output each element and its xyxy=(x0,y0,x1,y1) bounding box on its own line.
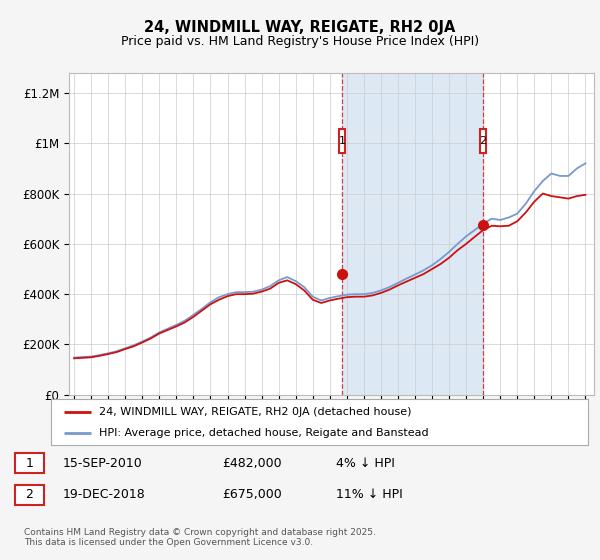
Text: Price paid vs. HM Land Registry's House Price Index (HPI): Price paid vs. HM Land Registry's House … xyxy=(121,35,479,48)
Text: £482,000: £482,000 xyxy=(222,456,281,470)
Text: HPI: Average price, detached house, Reigate and Banstead: HPI: Average price, detached house, Reig… xyxy=(100,428,429,438)
Text: £675,000: £675,000 xyxy=(222,488,282,501)
Text: 19-DEC-2018: 19-DEC-2018 xyxy=(63,488,146,501)
FancyBboxPatch shape xyxy=(15,485,44,505)
Text: 1: 1 xyxy=(338,136,346,146)
FancyBboxPatch shape xyxy=(339,129,345,153)
Text: 4% ↓ HPI: 4% ↓ HPI xyxy=(336,456,395,470)
Text: 11% ↓ HPI: 11% ↓ HPI xyxy=(336,488,403,501)
FancyBboxPatch shape xyxy=(480,129,485,153)
Text: Contains HM Land Registry data © Crown copyright and database right 2025.
This d: Contains HM Land Registry data © Crown c… xyxy=(24,528,376,547)
Bar xyxy=(342,73,482,395)
Text: 2: 2 xyxy=(479,136,486,146)
Text: 24, WINDMILL WAY, REIGATE, RH2 0JA: 24, WINDMILL WAY, REIGATE, RH2 0JA xyxy=(145,20,455,35)
Text: 15-SEP-2010: 15-SEP-2010 xyxy=(63,456,143,470)
Text: 24, WINDMILL WAY, REIGATE, RH2 0JA (detached house): 24, WINDMILL WAY, REIGATE, RH2 0JA (deta… xyxy=(100,407,412,417)
Text: 2: 2 xyxy=(25,488,34,501)
Text: 1: 1 xyxy=(25,456,34,470)
FancyBboxPatch shape xyxy=(15,453,44,473)
